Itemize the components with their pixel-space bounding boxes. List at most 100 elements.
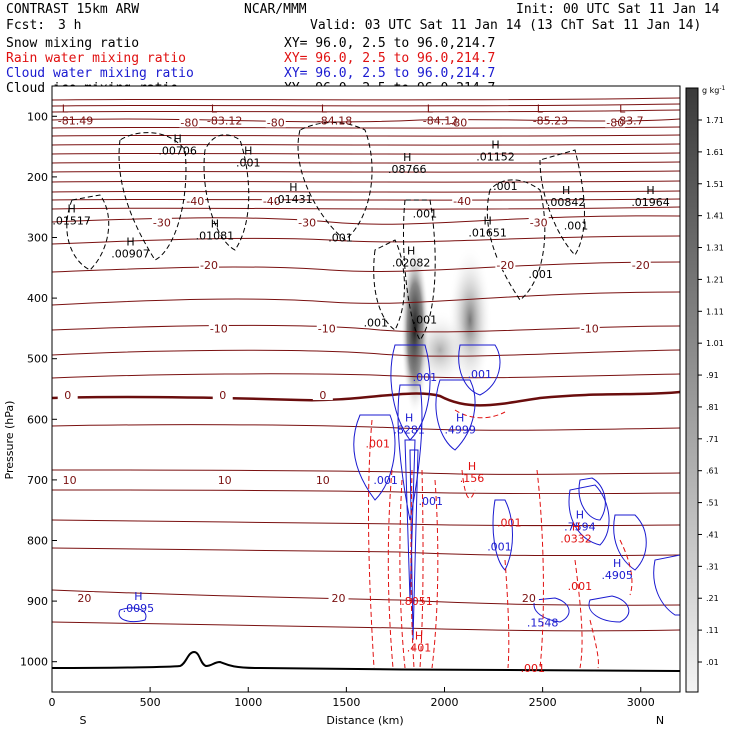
low-marker: L: [211, 102, 218, 115]
temperature-contour-label: 10: [63, 474, 77, 487]
x-tick-label: 3000: [627, 696, 655, 709]
temperature-label-bg: [57, 389, 78, 401]
contour-value-label: .001: [497, 516, 522, 529]
y-axis: 100 200 300 400 500 600 700 800 900 1000: [20, 110, 57, 669]
init-time: Init: 00 UTC Sat 11 Jan 14: [516, 2, 720, 17]
colorbar-level: 1.21: [706, 275, 724, 284]
y-tick-label: 200: [27, 171, 48, 184]
x-axis-label: Distance (km): [326, 714, 403, 727]
low-marker: L: [62, 102, 69, 115]
contour-value-label: .001: [419, 495, 444, 508]
org-label: NCAR/MMM: [244, 2, 307, 17]
temperature-label-bg: [179, 116, 200, 128]
snow-max-marker: H: [289, 181, 297, 194]
temperature-contour-label: -20: [200, 259, 218, 272]
colorbar-level: 1.41: [706, 212, 724, 221]
y-tick-label: 1000: [20, 656, 48, 669]
temperature-contour-label: -30: [530, 216, 548, 229]
temperature-label-bg: [528, 216, 549, 228]
snow-max-marker: H: [484, 214, 492, 227]
temperature-contour-label: -80: [180, 116, 198, 129]
plot-frame: [51, 85, 681, 693]
contour-value-label: .001: [413, 313, 438, 326]
temperature-label-bg: [316, 322, 337, 334]
colorbar-level: 1.01: [706, 339, 724, 348]
cloud_water-max-marker: H: [576, 508, 584, 521]
cloud_water-max-value: .0095: [123, 602, 155, 615]
snow-max-marker: H: [67, 202, 75, 215]
contour-value-label: .001: [568, 580, 593, 593]
temperature-label-bg: [208, 322, 229, 334]
plot-area: [52, 86, 680, 692]
snow-max-marker: H: [126, 236, 134, 249]
x-tick-label: 1500: [332, 696, 360, 709]
temperature-contour-label: 20: [77, 592, 91, 605]
cloud_water-max-value: .7594: [564, 520, 596, 533]
colorbar: g kg-1 1.71 1.61 1.51 1.41 1.31 1.21 1.11 1.01.…: [685, 85, 726, 693]
snow-max-value: .01431: [274, 193, 313, 206]
cloud-water-contours: [118, 344, 680, 641]
legend-cloud-water-xy: XY= 96.0, 2.5 to 96.0,214.7: [284, 66, 495, 81]
temperature-label-bg: [199, 258, 219, 270]
snow-max-value: .00842: [547, 196, 586, 209]
rain-max-marker: H: [572, 520, 580, 533]
temperature-contours: [52, 97, 680, 632]
contour-value-label: .001: [521, 662, 546, 675]
temperature-contour-label: 10: [218, 474, 232, 487]
x-tick-label: 500: [140, 696, 161, 709]
temperature-contour-label: -30: [298, 216, 316, 229]
temperature-label-bg: [312, 473, 333, 485]
temperature-contour-label: 20: [332, 592, 346, 605]
low-marker: L: [537, 102, 544, 115]
snow-max-value: .00706: [158, 145, 197, 158]
snow-max-marker: H: [491, 139, 499, 152]
temperature-label-bg: [579, 322, 600, 334]
low-value: -84.18: [317, 114, 352, 127]
colorbar-level: 1.71: [706, 116, 724, 125]
x-end-label-south: S: [80, 714, 87, 727]
colorbar-ticks: 1.71 1.61 1.51 1.41 1.31 1.21 1.11 1.01 .91 .81 .7…: [698, 116, 724, 667]
cloud_water-max-marker: H: [456, 411, 464, 424]
contour-value-label: .1548: [527, 616, 559, 629]
cloud_water-max-value: .4905: [601, 569, 633, 582]
contour-value-label: .001: [564, 219, 589, 232]
temperature-label-bg: [59, 473, 80, 485]
snow-max-value: .01964: [631, 196, 670, 209]
colorbar-level: 1.31: [706, 244, 724, 253]
x-tick-label: 2500: [529, 696, 557, 709]
colorbar-level: .01: [706, 658, 719, 667]
temperature-label-bg: [605, 116, 626, 128]
temperature-label-bg: [151, 216, 172, 228]
x-tick-label: 2000: [431, 696, 459, 709]
cloud_water-max-marker: H: [405, 411, 413, 424]
snow-max-marker: H: [403, 151, 411, 164]
legend-snow-xy: XY= 96.0, 2.5 to 96.0,214.7: [284, 36, 495, 51]
temperature-label-bg: [328, 592, 349, 604]
colorbar-level: .71: [706, 435, 719, 444]
y-tick-label: 700: [27, 474, 48, 487]
colorbar-level: .41: [706, 530, 719, 539]
rain-max-value: .0332: [560, 532, 592, 545]
colorbar-level: .91: [706, 371, 719, 380]
x-axis: 0 500 1000 1500 2000 2500 3000: [49, 687, 655, 709]
temperature-contour-label: -80: [449, 116, 467, 129]
contour-value-label: .001: [364, 316, 389, 329]
temperature-label-bg: [185, 195, 206, 207]
contour-value-label: .001: [468, 368, 493, 381]
cloud_water-max-value: .4999: [444, 423, 476, 436]
rain-max-marker: H: [415, 630, 423, 643]
snow-max-value: .01081: [196, 229, 235, 242]
snow-max-value: .01152: [476, 151, 515, 164]
temperature-contour-label: 20: [522, 592, 536, 605]
temperature-contour-label: 0: [64, 389, 71, 402]
snow-max-marker: H: [173, 133, 181, 146]
rain-max-value: .401: [407, 642, 432, 655]
temperature-contour-label: -10: [210, 322, 228, 335]
temperature-contour-label: 0: [219, 389, 226, 402]
snow-max-value: .00907: [111, 248, 150, 261]
temperature-label-bg: [518, 592, 539, 604]
y-tick-label: 400: [27, 292, 48, 305]
y-tick-label: 600: [27, 413, 48, 426]
contour-value-label: .001: [413, 207, 438, 220]
snow-max-value: .08766: [388, 163, 427, 176]
